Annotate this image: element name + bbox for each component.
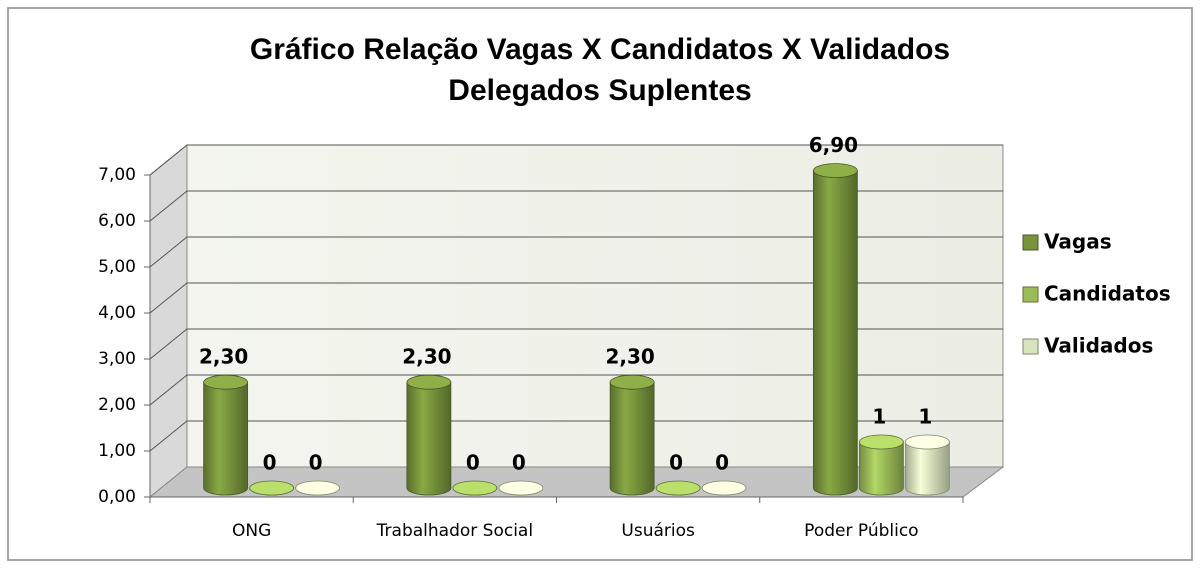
value-label: 0 <box>263 451 277 475</box>
legend-label: Validados <box>1044 334 1153 358</box>
cylinder <box>609 381 655 496</box>
value-label: 0 <box>715 451 729 475</box>
grid-line <box>149 236 1003 268</box>
y-tick-label: 4,00 <box>98 303 136 323</box>
cylinder <box>858 441 904 496</box>
y-tick-label: 6,00 <box>98 211 136 231</box>
y-tick-label: 5,00 <box>98 257 136 277</box>
grid-line <box>149 190 1003 222</box>
cylinder <box>904 441 950 496</box>
grid-line <box>149 374 1003 406</box>
grid-line <box>149 282 1003 314</box>
value-label: 2,30 <box>605 345 654 369</box>
x-tick-label: ONG <box>232 521 271 541</box>
cylinder-top <box>858 434 904 450</box>
grid-line <box>149 144 1003 176</box>
value-label: 1 <box>918 405 932 429</box>
y-tick-label: 3,00 <box>98 349 136 369</box>
y-tick-label: 2,00 <box>98 395 136 415</box>
x-tick-label: Poder Público <box>804 521 918 541</box>
cylinder-top <box>249 480 295 496</box>
cylinder-top <box>203 374 249 390</box>
cylinder-top <box>609 374 655 390</box>
cylinder-top <box>655 480 701 496</box>
cylinder-top <box>701 480 747 496</box>
value-label: 2,30 <box>199 345 248 369</box>
legend-label: Vagas <box>1044 230 1112 254</box>
x-tick-label: Trabalhador Social <box>376 521 533 541</box>
grid-line <box>149 420 1003 452</box>
chart-title: Delegados Suplentes <box>448 74 751 107</box>
legend-label: Candidatos <box>1044 282 1171 306</box>
value-label: 0 <box>309 451 323 475</box>
value-label: 1 <box>872 405 886 429</box>
value-label: 0 <box>669 451 683 475</box>
side-wall <box>149 143 188 499</box>
value-label: 0 <box>466 451 480 475</box>
legend-swatch <box>1022 338 1039 355</box>
chart-title: Gráfico Relação Vagas X Candidatos X Val… <box>250 33 950 66</box>
cylinder-top <box>452 480 498 496</box>
cylinder-top <box>498 480 544 496</box>
y-tick-label: 7,00 <box>98 165 136 185</box>
cylinder <box>812 170 858 496</box>
cylinder-top <box>904 434 950 450</box>
y-tick-label: 0,00 <box>98 487 136 507</box>
x-tick-label: Usuários <box>621 521 695 541</box>
cylinder-top <box>295 480 341 496</box>
value-label: 0 <box>512 451 526 475</box>
y-tick-label: 1,00 <box>98 441 136 461</box>
cylinder <box>406 381 452 496</box>
grid-line <box>149 328 1003 360</box>
cylinder-top <box>406 374 452 390</box>
cylinder-top <box>812 163 858 179</box>
cylinder <box>203 381 249 496</box>
legend-swatch <box>1022 234 1039 251</box>
value-label: 6,90 <box>809 133 858 157</box>
value-label: 2,30 <box>402 345 451 369</box>
legend-swatch <box>1022 286 1039 303</box>
